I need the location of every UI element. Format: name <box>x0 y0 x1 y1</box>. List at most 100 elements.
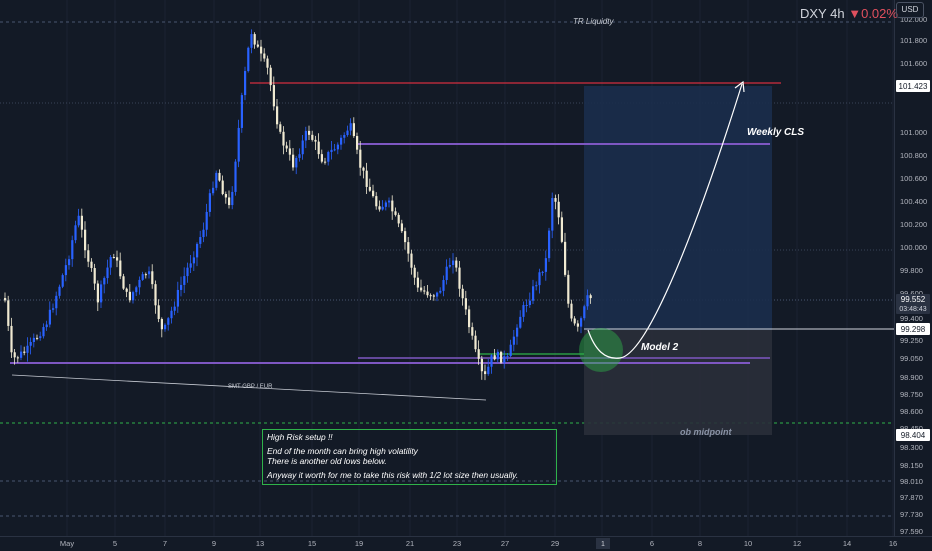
risk-zone <box>584 330 772 435</box>
candle-body <box>240 95 243 128</box>
candle-body <box>250 34 253 48</box>
target-zone <box>584 86 772 330</box>
candle-body <box>128 291 131 301</box>
weekly-cls-label: Weekly CLS <box>747 127 805 138</box>
candle-body <box>468 309 471 328</box>
candle-body <box>407 242 410 254</box>
candle-body <box>231 191 234 206</box>
candle-body <box>544 258 547 272</box>
candle-body <box>471 327 474 336</box>
candle-body <box>199 237 202 244</box>
candle-body <box>519 316 522 328</box>
candle-body <box>570 303 573 319</box>
candle-body <box>538 272 541 286</box>
price-tick-label: 98.900 <box>900 373 923 382</box>
candle-body <box>109 257 112 268</box>
candle-body <box>423 290 426 292</box>
time-cursor-badge: 1 <box>596 538 610 549</box>
candle-body <box>55 295 58 309</box>
price-tick-label: 99.600 <box>900 289 923 298</box>
target-box <box>584 86 894 435</box>
price-tick-label: 98.010 <box>900 477 923 486</box>
candle-body <box>272 85 275 107</box>
candle-body <box>87 250 90 262</box>
candle-body <box>551 198 554 231</box>
note-title: High Risk setup !! <box>267 432 333 442</box>
candle-body <box>589 295 592 299</box>
price-tick-label: 100.400 <box>900 197 927 206</box>
candle-body <box>276 106 279 125</box>
candle-body <box>16 357 19 359</box>
candle-body <box>292 154 295 168</box>
candle-body <box>458 267 461 289</box>
candle-body <box>282 131 285 146</box>
candle-body <box>452 260 455 266</box>
candle-body <box>359 149 362 168</box>
candle-body <box>208 193 211 212</box>
candle-body <box>71 240 74 260</box>
candle-body <box>215 172 218 188</box>
candle-body <box>122 276 125 289</box>
candle-body <box>586 295 589 307</box>
time-tick-label: 6 <box>650 539 654 548</box>
currency-button[interactable]: USD <box>896 2 924 18</box>
candle-body <box>301 140 304 155</box>
candle-body <box>90 261 93 269</box>
price-tick-label: 97.590 <box>900 527 923 536</box>
candle-body <box>560 217 563 242</box>
candle-body <box>356 136 359 150</box>
time-tick-label: 5 <box>113 539 117 548</box>
candle-body <box>64 265 67 276</box>
note-box[interactable]: High Risk setup !! End of the month can … <box>262 429 557 485</box>
badge-level-2-text: 99.298 <box>901 325 926 334</box>
time-axis[interactable] <box>0 536 932 551</box>
candle-body <box>535 285 538 287</box>
candle-body <box>490 355 493 367</box>
candle-body <box>541 271 544 273</box>
candle-body <box>218 172 221 181</box>
candle-body <box>173 306 176 311</box>
candle-body <box>336 144 339 150</box>
candle-body <box>154 284 157 306</box>
ob-midpoint-label: ob midpoint <box>680 427 732 437</box>
price-tick-label: 102.000 <box>900 15 927 24</box>
candle-body <box>180 284 183 290</box>
candle-body <box>288 148 291 155</box>
price-change: ▼0.02% <box>848 6 898 21</box>
candle-body <box>493 355 496 360</box>
candle-body <box>29 342 32 346</box>
time-tick-label: 8 <box>698 539 702 548</box>
time-tick-label: 7 <box>163 539 167 548</box>
candle-body <box>464 298 467 310</box>
note-line-2: There is another old lows below. <box>267 456 387 466</box>
candle-body <box>144 274 147 276</box>
time-tick-label: 16 <box>889 539 897 548</box>
price-tick-label: 99.050 <box>900 354 923 363</box>
symbol-header[interactable]: DXY 4h ▼0.02% <box>800 6 898 21</box>
candle-body <box>176 289 179 307</box>
candle-body <box>413 267 416 278</box>
candle-body <box>237 127 240 162</box>
candle-body <box>119 260 122 277</box>
candle-body <box>461 288 464 299</box>
candle-body <box>279 124 282 132</box>
candle-body <box>362 167 365 171</box>
candle-body <box>160 318 163 330</box>
time-tick-label: 15 <box>308 539 316 548</box>
candle-body <box>474 335 477 350</box>
candle-body <box>26 345 29 353</box>
candle-body <box>148 271 151 275</box>
candle-body <box>295 157 298 168</box>
candle-body <box>324 161 327 163</box>
candle-body <box>349 123 352 131</box>
candle-body <box>583 306 586 319</box>
candle-body <box>346 130 349 136</box>
candle-body <box>375 196 378 207</box>
time-tick-label: 29 <box>551 539 559 548</box>
price-tick-label: 100.600 <box>900 174 927 183</box>
candle-body <box>308 130 311 135</box>
candle-body <box>263 53 266 59</box>
price-tick-label: 97.730 <box>900 510 923 519</box>
price-tick-label: 97.870 <box>900 493 923 502</box>
